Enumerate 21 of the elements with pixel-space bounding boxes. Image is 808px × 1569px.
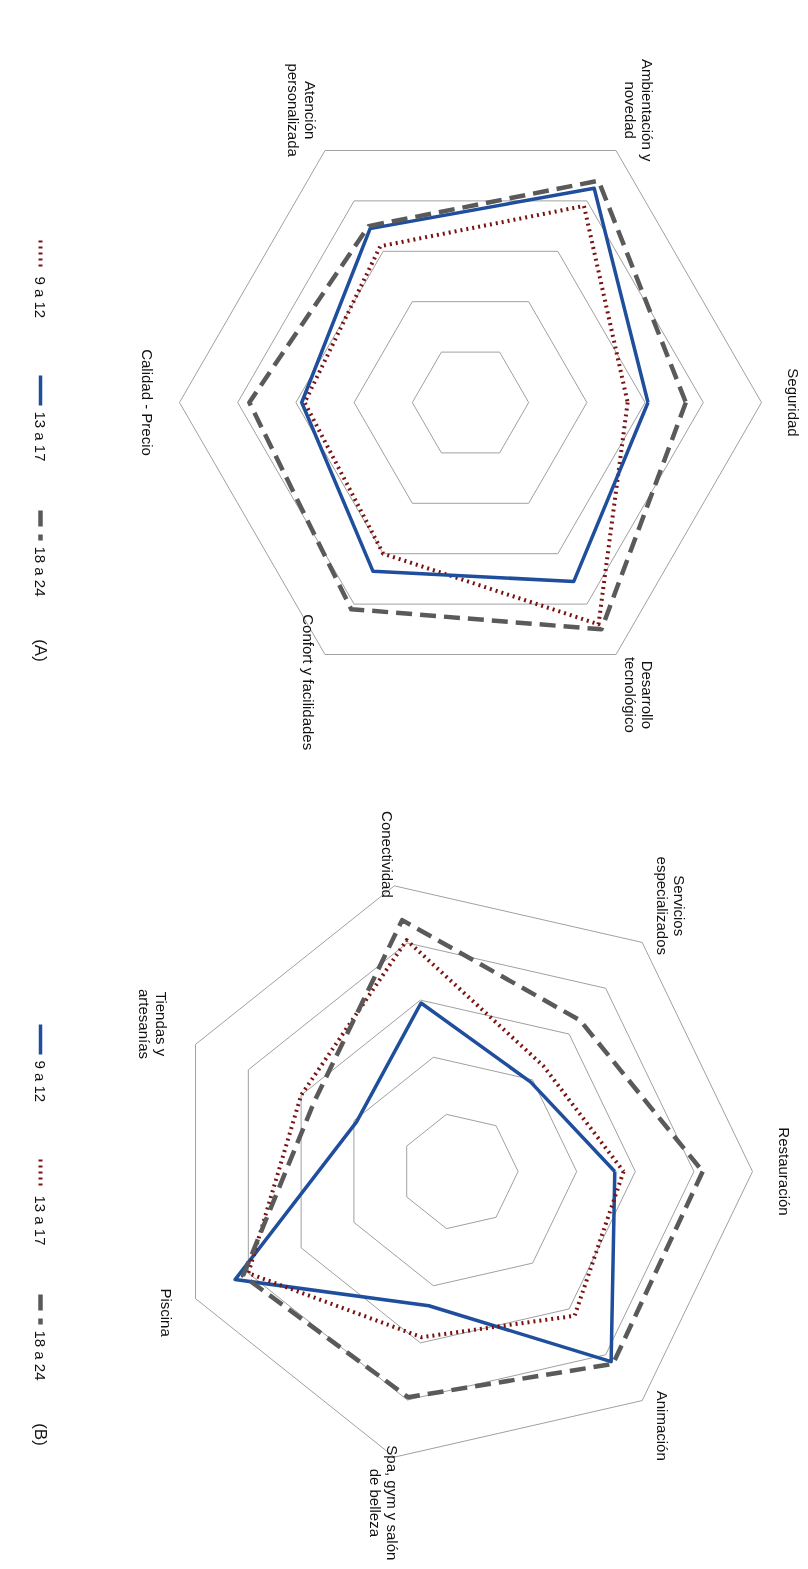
spoke-label: Confort y facilidades	[300, 614, 318, 751]
legend-label: 18 a 24	[32, 546, 49, 597]
legend-label: 9 a 12	[32, 276, 49, 319]
text: (A)	[31, 639, 50, 662]
legend-label: 18 a 24	[32, 1330, 49, 1381]
spoke-label: Desarrollo tecnológico	[622, 656, 657, 733]
spoke-label: Conectividad	[378, 811, 396, 898]
spoke-label: Atención personalizada	[284, 63, 319, 158]
spoke-label: Restauración	[776, 1127, 794, 1216]
spoke-label: Spa, gym y salón de belleza	[366, 1445, 401, 1561]
spoke-label: Ambientación y novedad	[622, 58, 657, 162]
spoke-label: Calidad - Precio	[138, 349, 156, 456]
text: (B)	[31, 1423, 50, 1446]
spoke-label: Servicios especializados	[654, 856, 689, 955]
legend-label: 9 a 12	[32, 1060, 49, 1103]
legend-label: 13 a 17	[32, 411, 49, 462]
spoke-label: Tiendas y artesanías	[136, 989, 171, 1060]
legend-label: 13 a 17	[32, 1195, 49, 1246]
spoke-label: Animación	[653, 1390, 671, 1461]
spoke-label: Piscina	[157, 1288, 175, 1338]
spoke-label: Seguridad	[785, 368, 803, 437]
